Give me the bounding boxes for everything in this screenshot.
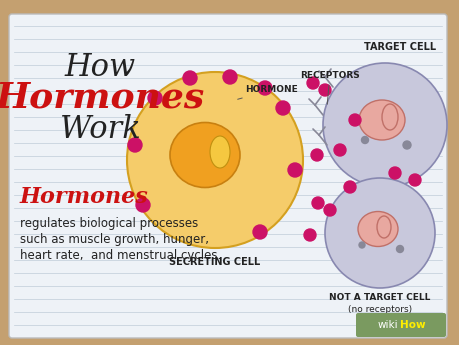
Circle shape [183, 71, 196, 85]
FancyBboxPatch shape [355, 313, 445, 337]
Text: Hormones: Hormones [20, 186, 148, 208]
Circle shape [361, 137, 368, 144]
Circle shape [343, 181, 355, 193]
Circle shape [287, 163, 302, 177]
Circle shape [333, 144, 345, 156]
Circle shape [310, 149, 322, 161]
Circle shape [127, 72, 302, 248]
Text: HORMONE: HORMONE [237, 86, 297, 99]
Text: NOT A TARGET CELL: NOT A TARGET CELL [329, 294, 430, 303]
Text: TARGET CELL: TARGET CELL [363, 42, 435, 52]
Circle shape [402, 141, 410, 149]
Ellipse shape [170, 122, 240, 187]
Circle shape [257, 81, 271, 95]
Text: How: How [64, 51, 135, 82]
Circle shape [325, 178, 434, 288]
Circle shape [323, 204, 335, 216]
Circle shape [303, 229, 315, 241]
Text: (no receptors): (no receptors) [347, 306, 411, 315]
Circle shape [223, 70, 236, 84]
Circle shape [396, 246, 403, 253]
Circle shape [306, 77, 318, 89]
Text: Hormones: Hormones [0, 80, 204, 114]
Ellipse shape [210, 136, 230, 168]
Circle shape [348, 114, 360, 126]
Circle shape [358, 242, 364, 248]
Ellipse shape [357, 211, 397, 246]
Text: RECEPTORS: RECEPTORS [299, 70, 359, 104]
Circle shape [128, 138, 142, 152]
Circle shape [322, 63, 446, 187]
Circle shape [388, 167, 400, 179]
Circle shape [252, 225, 266, 239]
Ellipse shape [358, 100, 404, 140]
Text: SECRETING CELL: SECRETING CELL [169, 257, 260, 267]
Text: wiki: wiki [376, 320, 397, 330]
Circle shape [318, 84, 330, 96]
Circle shape [148, 91, 162, 105]
Text: Work: Work [60, 115, 140, 146]
Text: How: How [399, 320, 425, 330]
Text: such as muscle growth, hunger,: such as muscle growth, hunger, [20, 233, 208, 246]
Text: regulates biological processes: regulates biological processes [20, 217, 198, 229]
Circle shape [408, 174, 420, 186]
Circle shape [136, 198, 150, 212]
Text: heart rate,  and menstrual cycles.: heart rate, and menstrual cycles. [20, 248, 221, 262]
Circle shape [275, 101, 289, 115]
FancyBboxPatch shape [9, 14, 446, 338]
Circle shape [311, 197, 323, 209]
